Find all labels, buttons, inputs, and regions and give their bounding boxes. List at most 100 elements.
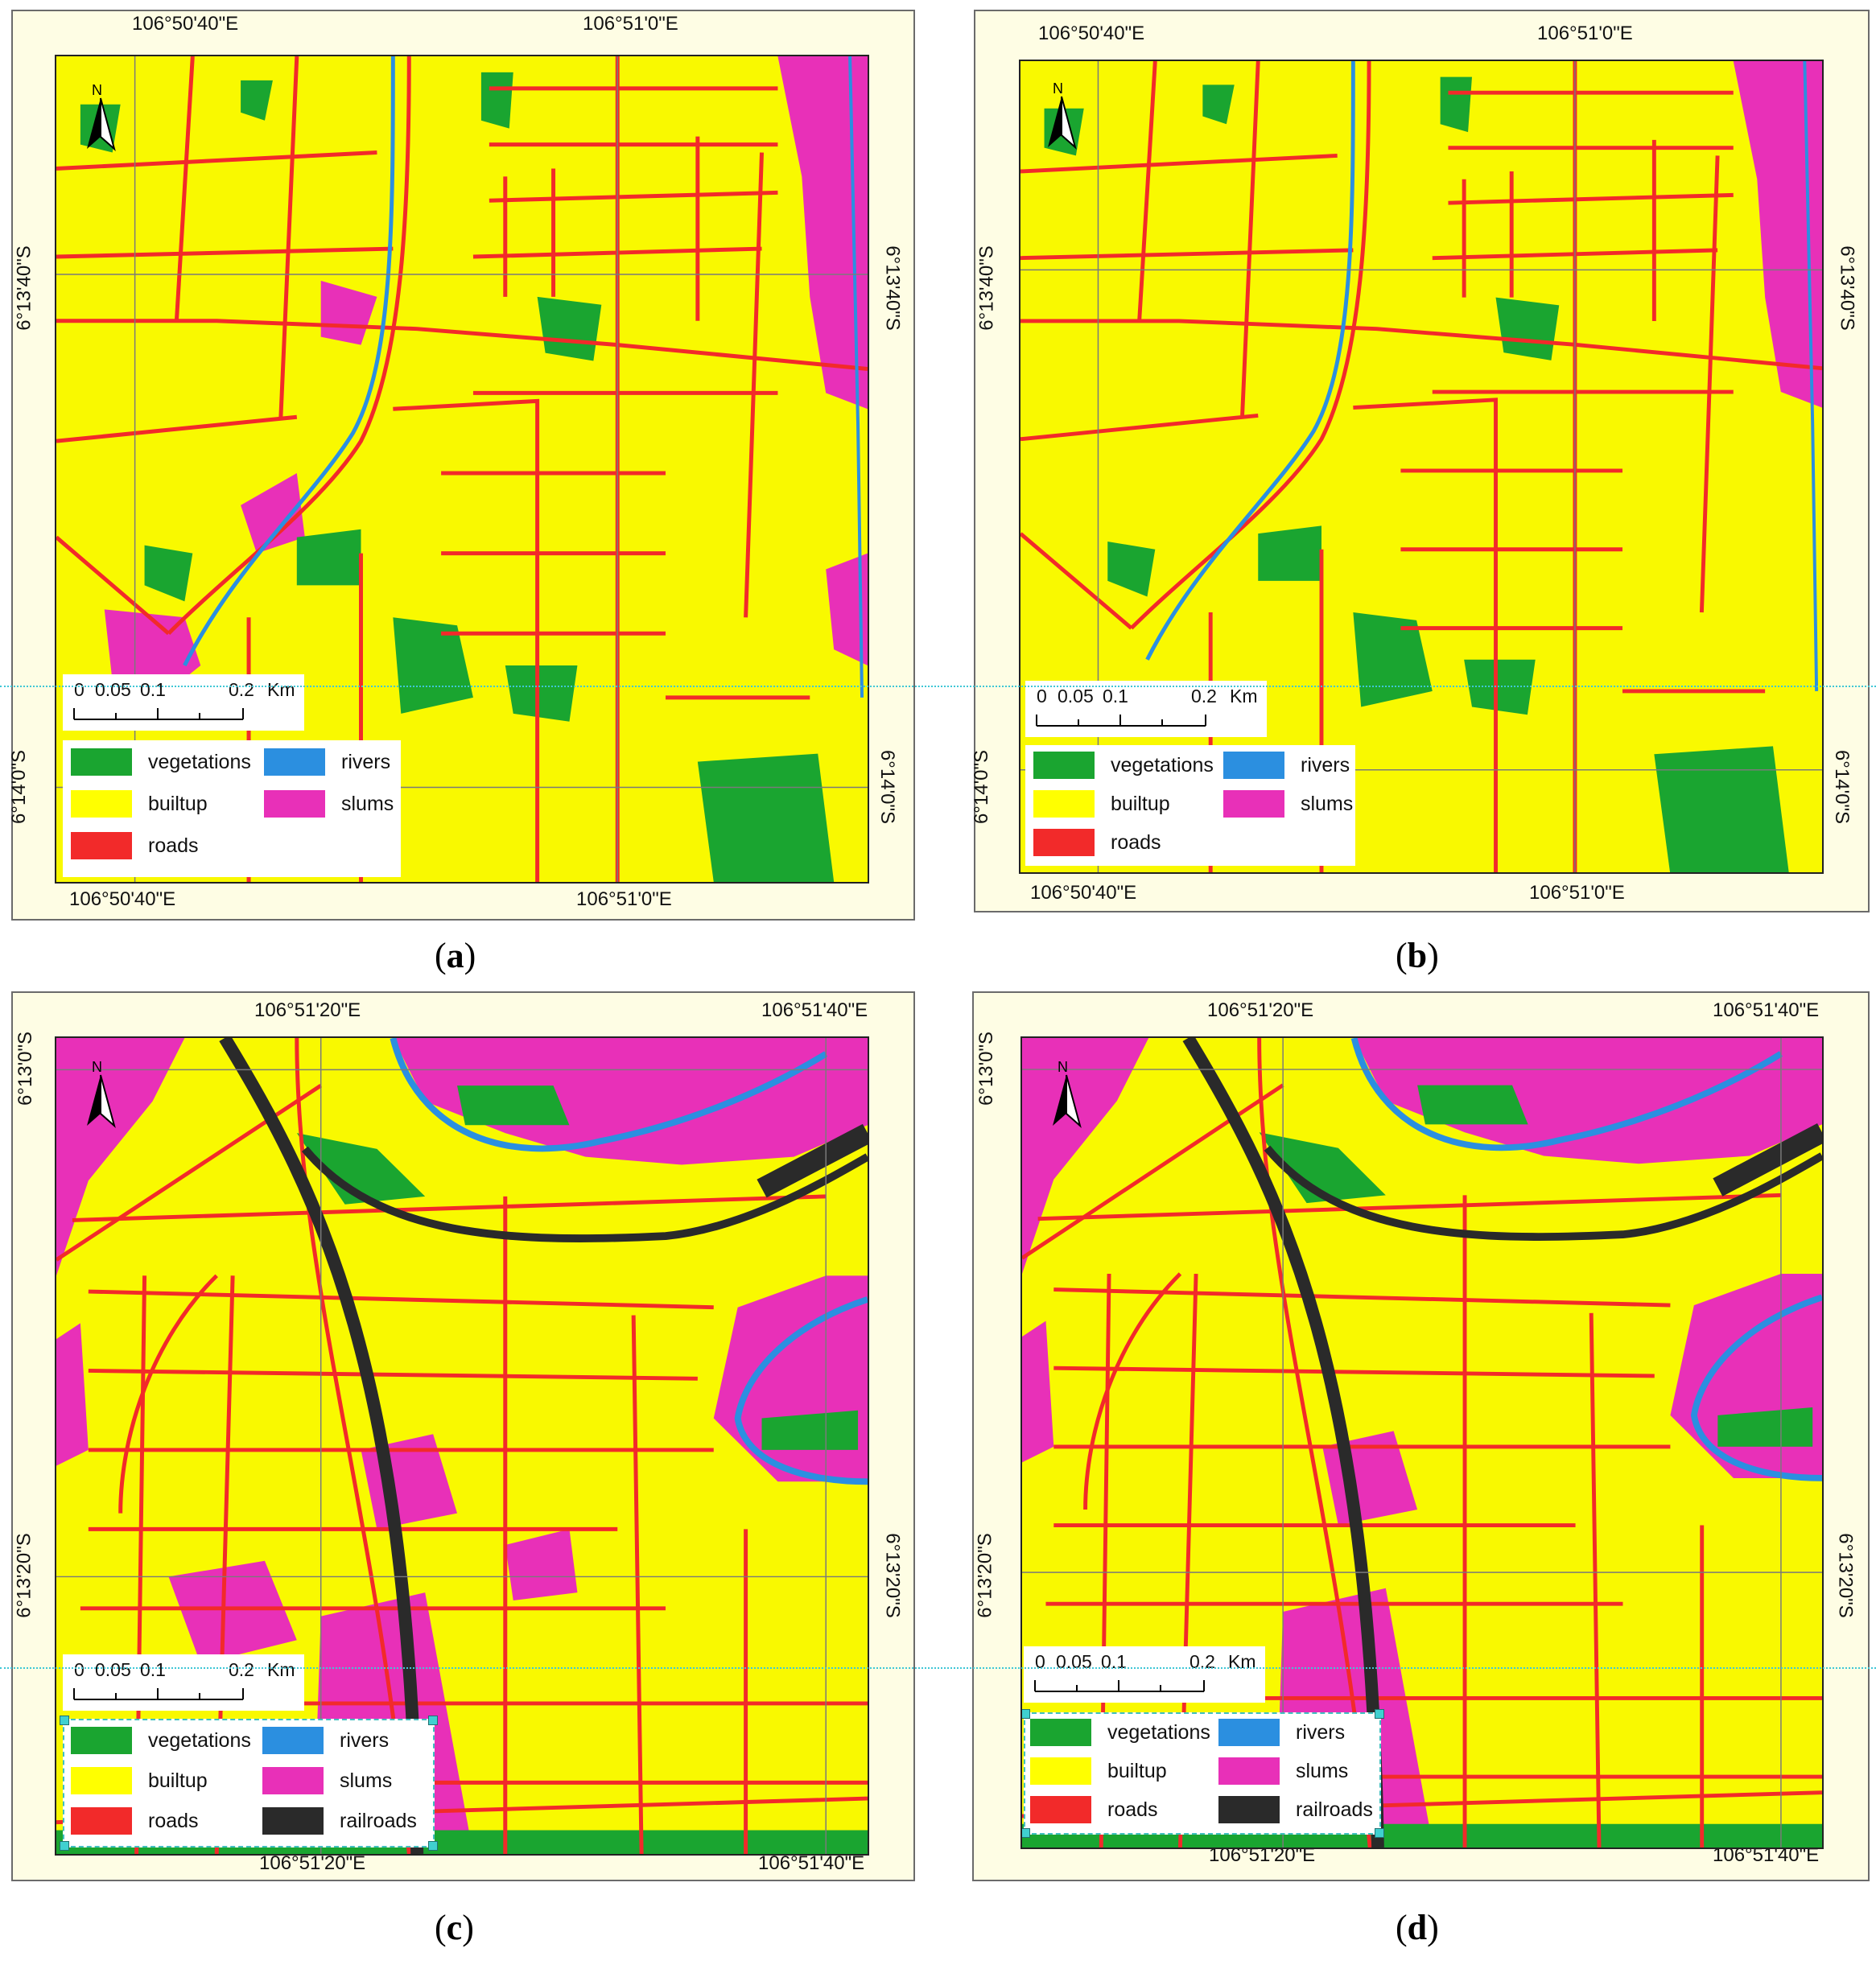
legend-label-roads: roads	[148, 834, 199, 857]
legend-label-slums: slums	[341, 792, 394, 815]
scale-label-005: 0.05	[1058, 686, 1094, 706]
scale-label-0: 0	[74, 1659, 85, 1680]
guide-line-top[interactable]	[0, 686, 1876, 687]
legend-swatch-builtup	[1033, 790, 1095, 818]
scale-bar: 0 0.05 0.1 0.2 Km	[1024, 1646, 1265, 1703]
north-arrow-icon: N	[1048, 80, 1077, 150]
scale-unit: Km	[267, 1659, 295, 1680]
legend-item-vegetations: vegetations	[71, 748, 251, 776]
landcover-map-b	[1020, 61, 1822, 872]
top-lon-label-2: 106°51'40"E	[1713, 999, 1820, 1021]
resize-handle-bl[interactable]	[60, 1841, 69, 1851]
north-arrow-icon: N	[1053, 1059, 1082, 1128]
legend-item-slums: slums	[262, 1767, 392, 1794]
legend-label-roads: roads	[1107, 1798, 1158, 1821]
legend[interactable]: vegetations rivers builtup slums roads r…	[60, 1716, 438, 1851]
legend-item-vegetations: vegetations	[1033, 752, 1214, 779]
legend-item-builtup: builtup	[1030, 1757, 1167, 1785]
scale-label-01: 0.1	[1101, 1651, 1127, 1672]
resize-handle-tr[interactable]	[1375, 1709, 1384, 1719]
scale-label-02: 0.2	[1191, 686, 1217, 706]
legend-swatch-rivers	[262, 1727, 324, 1754]
legend-label-rivers: rivers	[1301, 753, 1350, 776]
left-lat-label-2: 6°14'0"S	[8, 749, 31, 825]
legend-item-railroads: railroads	[1218, 1796, 1373, 1823]
map-frame-a: N 0 0.05 0.1 0.2 Km	[55, 55, 869, 884]
legend-label-rivers: rivers	[1296, 1720, 1346, 1744]
scale-label-02: 0.2	[229, 1659, 254, 1680]
left-lat-label-1: 6°13'0"S	[14, 1031, 37, 1106]
bottom-lon-label-1: 106°50'40"E	[1030, 882, 1137, 904]
legend-item-slums: slums	[1223, 790, 1353, 818]
legend-swatch-vegetations	[1030, 1719, 1091, 1746]
resize-handle-br[interactable]	[1375, 1828, 1384, 1838]
legend-swatch-rivers	[1218, 1719, 1280, 1746]
right-lat-label-1: 6°13'20"S	[1834, 1533, 1857, 1618]
right-lat-label-1: 6°13'40"S	[881, 245, 904, 331]
legend-label-rivers: rivers	[341, 750, 391, 773]
caption-b: (b)	[1396, 936, 1439, 975]
bottom-lon-label-1: 106°50'40"E	[69, 888, 176, 910]
legend-swatch-railroads	[1218, 1796, 1280, 1823]
legend-swatch-roads	[1033, 829, 1095, 856]
bottom-lon-label-2: 106°51'0"E	[1529, 882, 1625, 904]
legend-swatch-roads	[71, 1807, 132, 1835]
legend-label-railroads: railroads	[340, 1809, 417, 1832]
right-lat-label-2: 6°14'0"S	[1831, 749, 1853, 825]
legend-label-builtup: builtup	[1107, 1759, 1167, 1782]
scale-bar-graphic	[1034, 1680, 1205, 1692]
legend-item-rivers: rivers	[1218, 1719, 1345, 1746]
legend-swatch-vegetations	[71, 748, 132, 776]
right-lat-label-1: 6°13'40"S	[1836, 245, 1858, 331]
guide-line-bottom[interactable]	[0, 1667, 1876, 1669]
legend-label-builtup: builtup	[1111, 792, 1170, 815]
legend-item-railroads: railroads	[262, 1807, 417, 1835]
map-frame-c: N 0 0.05 0.1 0.2 Km	[55, 1036, 869, 1856]
bottom-lon-label-2: 106°51'40"E	[758, 1852, 865, 1874]
legend-label-roads: roads	[1111, 830, 1161, 854]
legend-item-rivers: rivers	[262, 1727, 389, 1754]
resize-handle-tr[interactable]	[428, 1716, 438, 1725]
scale-label-005: 0.05	[95, 679, 131, 700]
landcover-map-d	[1022, 1038, 1822, 1847]
north-label: N	[1058, 1059, 1068, 1075]
scale-label-005: 0.05	[1056, 1651, 1092, 1672]
scale-bar-graphic	[73, 708, 244, 720]
legend-swatch-roads	[71, 832, 132, 859]
map-panel-a: 106°50'40"E 106°51'0"E 106°50'40"E 106°5…	[8, 10, 915, 921]
resize-handle-br[interactable]	[428, 1841, 438, 1851]
right-lat-label-2: 6°14'0"S	[876, 749, 899, 825]
legend-swatch-railroads	[262, 1807, 324, 1835]
resize-handle-tl[interactable]	[1022, 1709, 1030, 1719]
scale-label-0: 0	[1037, 686, 1047, 706]
north-arrow-icon: N	[87, 82, 116, 151]
top-lon-label-2: 106°51'0"E	[1537, 23, 1633, 44]
resize-handle-bl[interactable]	[1022, 1828, 1030, 1838]
north-label: N	[92, 82, 102, 98]
left-lat-label-1: 6°13'40"S	[13, 245, 35, 331]
resize-handle-tl[interactable]	[60, 1716, 69, 1725]
legend-item-roads: roads	[71, 832, 199, 859]
legend-swatch-vegetations	[71, 1727, 132, 1754]
legend-label-railroads: railroads	[1296, 1798, 1373, 1821]
left-lat-label-1: 6°13'0"S	[975, 1031, 998, 1106]
scale-label-005: 0.05	[95, 1659, 131, 1680]
legend-label-builtup: builtup	[148, 792, 208, 815]
map-frame-b: N 0 0.05 0.1 0.2 Km	[1019, 60, 1824, 874]
legend: vegetations rivers builtup slums roads	[63, 740, 401, 877]
scale-unit: Km	[1228, 1651, 1256, 1672]
legend[interactable]: vegetations rivers builtup slums roads r…	[1022, 1709, 1384, 1838]
scale-label-02: 0.2	[1190, 1651, 1215, 1672]
legend-label-roads: roads	[148, 1809, 199, 1832]
top-lon-label-1: 106°50'40"E	[132, 13, 239, 35]
legend-swatch-vegetations	[1033, 752, 1095, 779]
map-frame-d: N 0 0.05 0.1 0.2 Km	[1020, 1036, 1824, 1849]
legend-swatch-roads	[1030, 1796, 1091, 1823]
left-lat-label-2: 6°14'0"S	[971, 749, 993, 825]
legend-swatch-slums	[1223, 790, 1284, 818]
legend-item-roads: roads	[1033, 829, 1161, 856]
scale-bar-graphic	[73, 1688, 244, 1700]
top-lon-label-2: 106°51'40"E	[761, 999, 868, 1021]
north-label: N	[92, 1059, 102, 1075]
scale-bar: 0 0.05 0.1 0.2 Km	[63, 1654, 304, 1711]
